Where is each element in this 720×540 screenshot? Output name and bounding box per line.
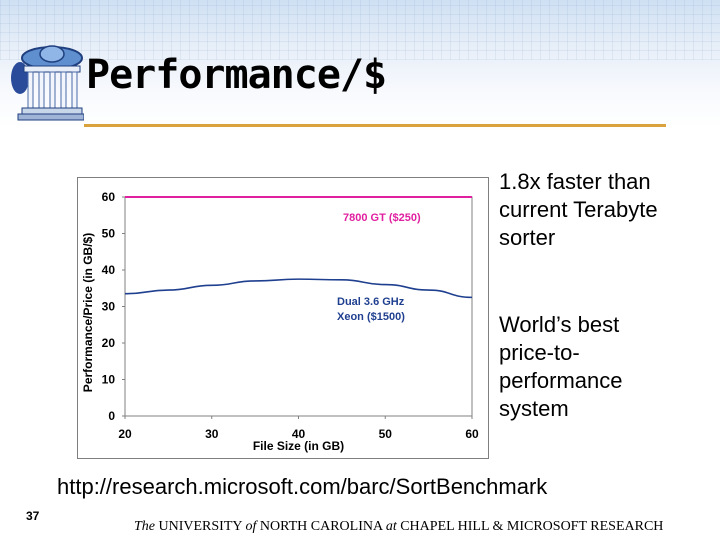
x-tick-label: 60 bbox=[465, 427, 479, 441]
footer-affiliation: The UNIVERSITY of NORTH CAROLINA at CHAP… bbox=[134, 519, 663, 535]
y-tick-label: 30 bbox=[102, 300, 116, 314]
footer-at: at bbox=[385, 519, 397, 534]
x-tick-label: 50 bbox=[379, 427, 393, 441]
title-underline bbox=[84, 124, 666, 127]
footer-rest: CHAPEL HILL & MICROSOFT RESEARCH bbox=[396, 519, 664, 534]
y-tick-label: 60 bbox=[102, 190, 116, 204]
side-text-speed: 1.8x faster than current Terabyte sorter bbox=[499, 169, 658, 250]
footer-university: UNIVERSITY bbox=[155, 519, 246, 534]
y-tick-label: 10 bbox=[102, 373, 116, 387]
side-text-best: World’s best price-to-performance system bbox=[499, 312, 623, 421]
y-tick-label: 40 bbox=[102, 263, 116, 277]
chart-frame: 0 10 20 30 40 50 60 20 30 40 50 60 File Size (in GB)… bbox=[77, 177, 489, 459]
x-tick-label: 20 bbox=[118, 427, 132, 441]
series-line-cpu bbox=[124, 278, 473, 299]
footer-of: of bbox=[245, 519, 257, 534]
plot-area bbox=[124, 196, 473, 417]
series-label-cpu-line1: Dual 3.6 GHz bbox=[337, 296, 405, 308]
y-tick-label: 20 bbox=[102, 336, 116, 350]
slide-number: 37 bbox=[26, 509, 40, 523]
x-tick-label: 30 bbox=[205, 427, 219, 441]
y-tick-label: 0 bbox=[108, 409, 115, 423]
benchmark-url: http://research.microsoft.com/barc/SortB… bbox=[57, 474, 548, 499]
old-well-icon bbox=[11, 45, 84, 121]
footer-the: The bbox=[134, 519, 155, 534]
series-label-gpu: 7800 GT ($250) bbox=[343, 212, 421, 224]
header-grid-pattern bbox=[0, 0, 720, 60]
x-tick-label: 40 bbox=[292, 427, 306, 441]
performance-chart: 0 10 20 30 40 50 60 20 30 40 50 60 File Size (in GB)… bbox=[81, 190, 479, 453]
slide-title: Performance/$ bbox=[86, 52, 387, 98]
header-band bbox=[0, 0, 720, 128]
y-axis-label: Performance/Price (in GB/$) bbox=[81, 233, 95, 392]
y-tick-label: 50 bbox=[102, 227, 116, 241]
series-label-cpu-line2: Xeon ($1500) bbox=[337, 311, 405, 323]
footer-north-carolina: NORTH CAROLINA bbox=[256, 519, 386, 534]
x-axis-label: File Size (in GB) bbox=[253, 439, 344, 453]
